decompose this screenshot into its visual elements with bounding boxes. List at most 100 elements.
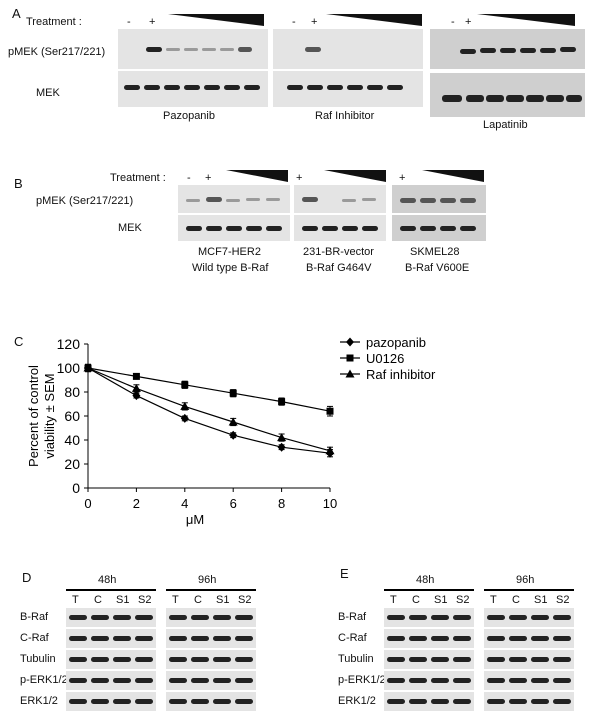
data-point-pazopanib [229,430,238,440]
data-point-raf-inhibitor [180,401,190,410]
blot-strip [66,671,156,690]
band [453,699,471,704]
x-tick-label: 8 [278,496,285,511]
band [531,615,549,620]
lane-label-s1: S1 [534,594,548,606]
lane-label-t: T [72,594,79,606]
blot-b-231br-pmek [294,185,386,213]
band [531,699,549,704]
data-point-raf-inhibitor [325,446,335,455]
row-label-c-raf: C-Raf [20,632,49,644]
band [487,615,505,620]
cell-name-skmel28: SKMEL28 [410,246,460,258]
x-tick-label: 0 [84,496,91,511]
row-label-c-raf: C-Raf [338,632,367,644]
band [135,615,153,620]
blot-strip [484,650,574,669]
band [113,615,131,620]
viability-chart: 0 20 40 60 80 100 120 0 2 4 6 8 10 μM Percent of contr… [26,335,436,527]
lane-label-s1: S1 [434,594,448,606]
panel-a-treatment-label: Treatment : [26,16,82,28]
band [431,678,449,683]
y-tick-label: 80 [64,384,80,400]
data-point-u0126 [278,398,286,406]
band [135,636,153,641]
data-point-raf-inhibitor [228,417,238,426]
band [553,657,571,662]
panel-e-letter: E [340,566,349,581]
y-tick-label: 120 [57,336,81,352]
lane-label-s2: S2 [238,594,252,606]
band [91,699,109,704]
band [487,636,505,641]
lane-label-t: T [390,594,397,606]
band [69,699,87,704]
blot-strip [484,608,574,627]
cell-name-231br: 231-BR-vector [303,246,374,258]
blot-a-raf-mek [273,71,423,107]
band [235,636,253,641]
band [235,615,253,620]
blot-strip [484,629,574,648]
band [191,699,209,704]
blot-strip [484,671,574,690]
dose-wedge-a3 [477,14,575,26]
legend-label: U0126 [366,351,404,366]
panel-d-letter: D [22,570,32,585]
data-point-raf-inhibitor [277,433,287,442]
blot-b-mcf7-pmek [178,185,290,213]
band [69,678,87,683]
blot-strip [384,692,474,711]
row-label-p-erk1-2: p-ERK1/2 [20,674,68,686]
band [169,699,187,704]
band [213,699,231,704]
time-bar-96h [166,589,256,591]
lane-label-s2: S2 [456,594,470,606]
band [113,636,131,641]
band [431,657,449,662]
x-tick-label: 10 [323,496,337,511]
band [387,678,405,683]
lane-label-c: C [512,594,520,606]
data-point-pazopanib [277,442,286,452]
blot-strip [384,629,474,648]
band [509,636,527,641]
lane-label-s2: S2 [556,594,570,606]
legend-marker [346,337,354,347]
band [169,657,187,662]
band [135,699,153,704]
panel-b-letter: B [14,176,23,191]
series-line-pazopanib [87,367,331,454]
band [431,636,449,641]
band [169,636,187,641]
blot-b-skmel28-pmek [392,185,486,213]
data-point-u0126 [181,381,189,389]
band [553,636,571,641]
panel-b-row-label-pmek: pMEK (Ser217/221) [36,195,134,207]
panel-b-minus: - [187,172,191,184]
time-label-96h: 96h [198,574,217,586]
panel-c-letter: C [14,334,24,349]
band [213,678,231,683]
band [191,615,209,620]
y-tick-label: 0 [72,480,80,496]
data-point-raf-inhibitor [83,363,93,372]
band [409,615,427,620]
band [387,657,405,662]
band [387,636,405,641]
band [431,699,449,704]
band [191,678,209,683]
y-axis-label-line-2: viability ± SEM [42,373,57,458]
band [213,657,231,662]
lane-label-s2: S2 [138,594,152,606]
band [135,678,153,683]
blot-a-lapatinib-pmek [430,29,585,69]
data-point-pazopanib [132,391,141,401]
blot-strip [166,692,256,711]
band [409,678,427,683]
panel-b-treatment-label: Treatment : [110,172,166,184]
band [91,615,109,620]
lane-label-s1: S1 [216,594,230,606]
band [69,657,87,662]
x-tick-label: 2 [133,496,140,511]
